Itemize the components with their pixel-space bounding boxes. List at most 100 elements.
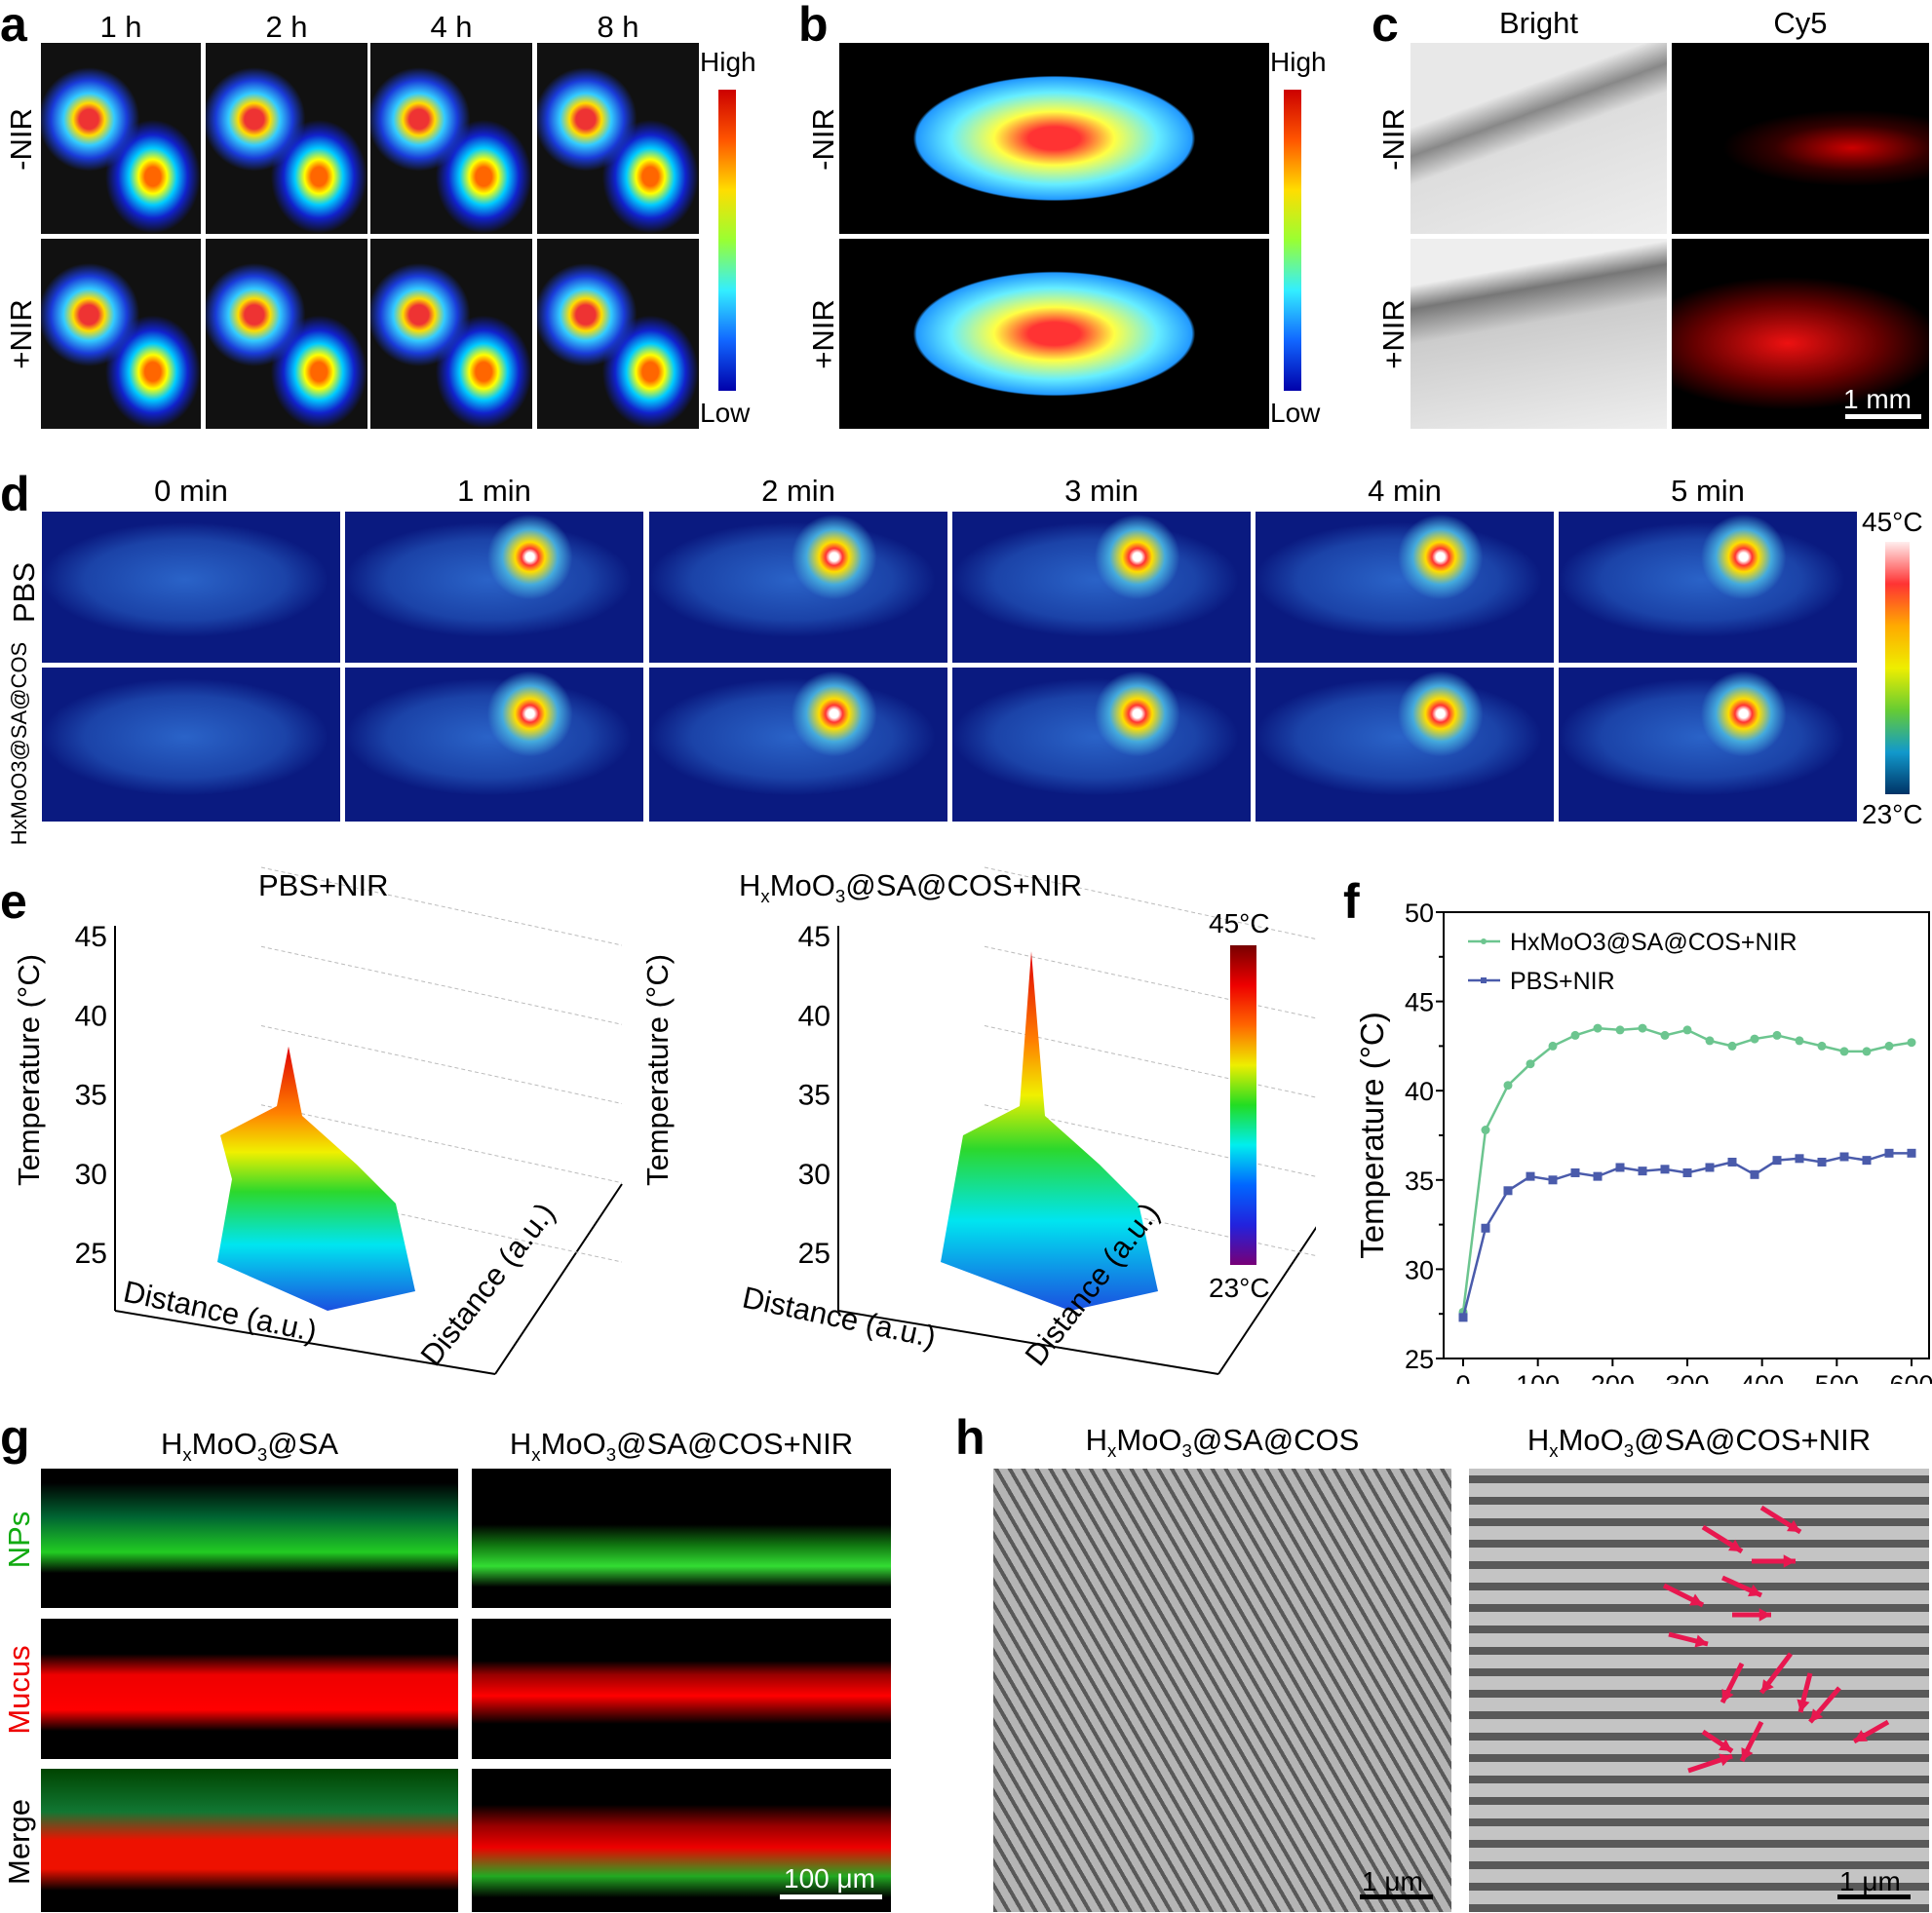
colorbar-e-high: 45°C [1209,908,1270,938]
e-surface-peak [941,951,1158,1311]
f-legend-marker [1481,938,1487,944]
f-point [1548,1041,1558,1051]
scale-bar-c [1845,414,1921,419]
column-header-c-1: Cy5 [1773,6,1828,40]
image-g-nps-1 [472,1469,891,1608]
scale-bar-c-label: 1 mm [1843,384,1912,414]
row-label-a-0: -NIR [4,108,38,171]
image-g-merge-1 [472,1769,891,1912]
f-xtick-label: 600 [1889,1370,1932,1384]
f-ytick-label: 50 [1405,899,1434,928]
panel-letter-g: g [0,1410,30,1465]
e-ztick-label: 30 [75,1159,107,1191]
g-column-header-1: HxMoO3@SA@COS+NIR [509,1427,854,1466]
scale-bar-h-1-label: 1 μm [1839,1866,1901,1896]
e-surface-peak [217,1046,415,1311]
panel-letter-f: f [1343,874,1360,929]
image-g-mucus-0 [41,1619,458,1759]
column-header-d-1: 1 min [457,474,531,508]
image-d-pbs-2 [649,512,947,663]
f-point [1615,1025,1625,1035]
image-d-pbs-5 [1559,512,1857,663]
f-ytick-label: 35 [1405,1167,1434,1196]
f-point [1526,1171,1535,1181]
colorbar-b-low: Low [1270,398,1321,428]
image-g-mucus-1 [472,1619,891,1759]
row-label-b-1: +NIR [806,299,840,369]
red-arrow-head [1787,1519,1800,1532]
h-column-header-0: HxMoO3@SA@COS [1085,1423,1360,1462]
f-xtick-label: 100 [1516,1370,1560,1384]
colorbar-a-high: High [700,47,756,77]
image-d-pbs-3 [952,512,1251,663]
column-header-d-0: 0 min [154,474,228,508]
f-ylabel: Temperature (°C) [1354,1012,1390,1258]
f-legend-label-1: PBS+NIR [1510,968,1615,995]
f-legend-label-0: HxMoO3@SA@COS+NIR [1510,929,1797,956]
f-point [1750,1169,1759,1179]
e-zlabel-1: Temperature (°C) [640,953,675,1187]
e-y-axis [1217,1226,1316,1375]
red-arrow-head [1719,1739,1732,1751]
f-xtick-label: 0 [1455,1370,1470,1384]
red-arrow-head [1854,1730,1868,1741]
red-arrow-head [1689,1593,1703,1606]
row-label-b-0: -NIR [806,108,840,171]
f-point [1682,1167,1692,1177]
red-arrow-head [1728,1539,1742,1551]
f-point [1638,1167,1647,1176]
image-d-np-0 [42,668,340,822]
colorbar-e-low: 23°C [1209,1273,1270,1303]
f-point [1660,1030,1670,1040]
e-ztick-label: 45 [75,921,107,953]
e-ztick-label: 40 [75,1000,107,1032]
scale-bar-h-0-label: 1 μm [1362,1866,1423,1896]
red-arrow-head [1741,1747,1754,1761]
column-header-a-3: 8 h [597,10,639,44]
e-plot-title-0: PBS+NIR [258,868,389,902]
scale-bar-g [780,1894,882,1899]
h-column-header-1: HxMoO3@SA@COS+NIR [1526,1423,1872,1462]
image-a-plus-3 [537,239,699,429]
e-plot-title-1: HxMoO3@SA@COS+NIR [739,868,1083,907]
f-point [1570,1030,1580,1040]
image-c-cy5-plus [1672,239,1929,429]
f-point [1817,1157,1827,1167]
image-h-tem-1 [1469,1469,1929,1912]
f-point [1458,1313,1468,1322]
f-point [1570,1167,1580,1177]
f-point [1705,1163,1715,1172]
f-point [1593,1171,1603,1181]
f-point [1682,1025,1692,1035]
image-g-nps-0 [41,1469,458,1608]
image-c-bright-minus [1410,43,1667,234]
e-gridline [984,1025,1316,1098]
e-x-axis [114,1310,496,1375]
colorbar-e [1230,945,1256,1265]
column-header-a-0: 1 h [99,10,142,44]
f-point [1503,1186,1513,1196]
image-d-np-4 [1256,668,1554,822]
scale-bar-g-label: 100 μm [784,1863,875,1894]
f-point [1705,1036,1715,1046]
f-point [1548,1175,1558,1185]
panel-letter-e: e [0,874,27,929]
panel-letter-a: a [0,0,27,52]
image-h-tem-0 [993,1469,1451,1912]
image-g-merge-0 [41,1769,458,1912]
image-a-minus-3 [537,43,699,234]
panel-letter-d: d [0,467,30,521]
image-d-np-2 [649,668,947,822]
g-row-label-merge: Merge [2,1799,36,1885]
f-point [1907,1038,1916,1048]
f-point [1660,1165,1670,1174]
e-gridline [260,945,623,1025]
colorbar-a-low: Low [700,398,751,428]
f-point [1884,1041,1894,1051]
f-ytick-label: 45 [1405,988,1434,1017]
image-a-minus-1 [206,43,367,234]
image-d-pbs-4 [1256,512,1554,663]
colorbar-b [1284,90,1301,391]
f-point [1862,1156,1872,1166]
f-point [1727,1041,1737,1051]
